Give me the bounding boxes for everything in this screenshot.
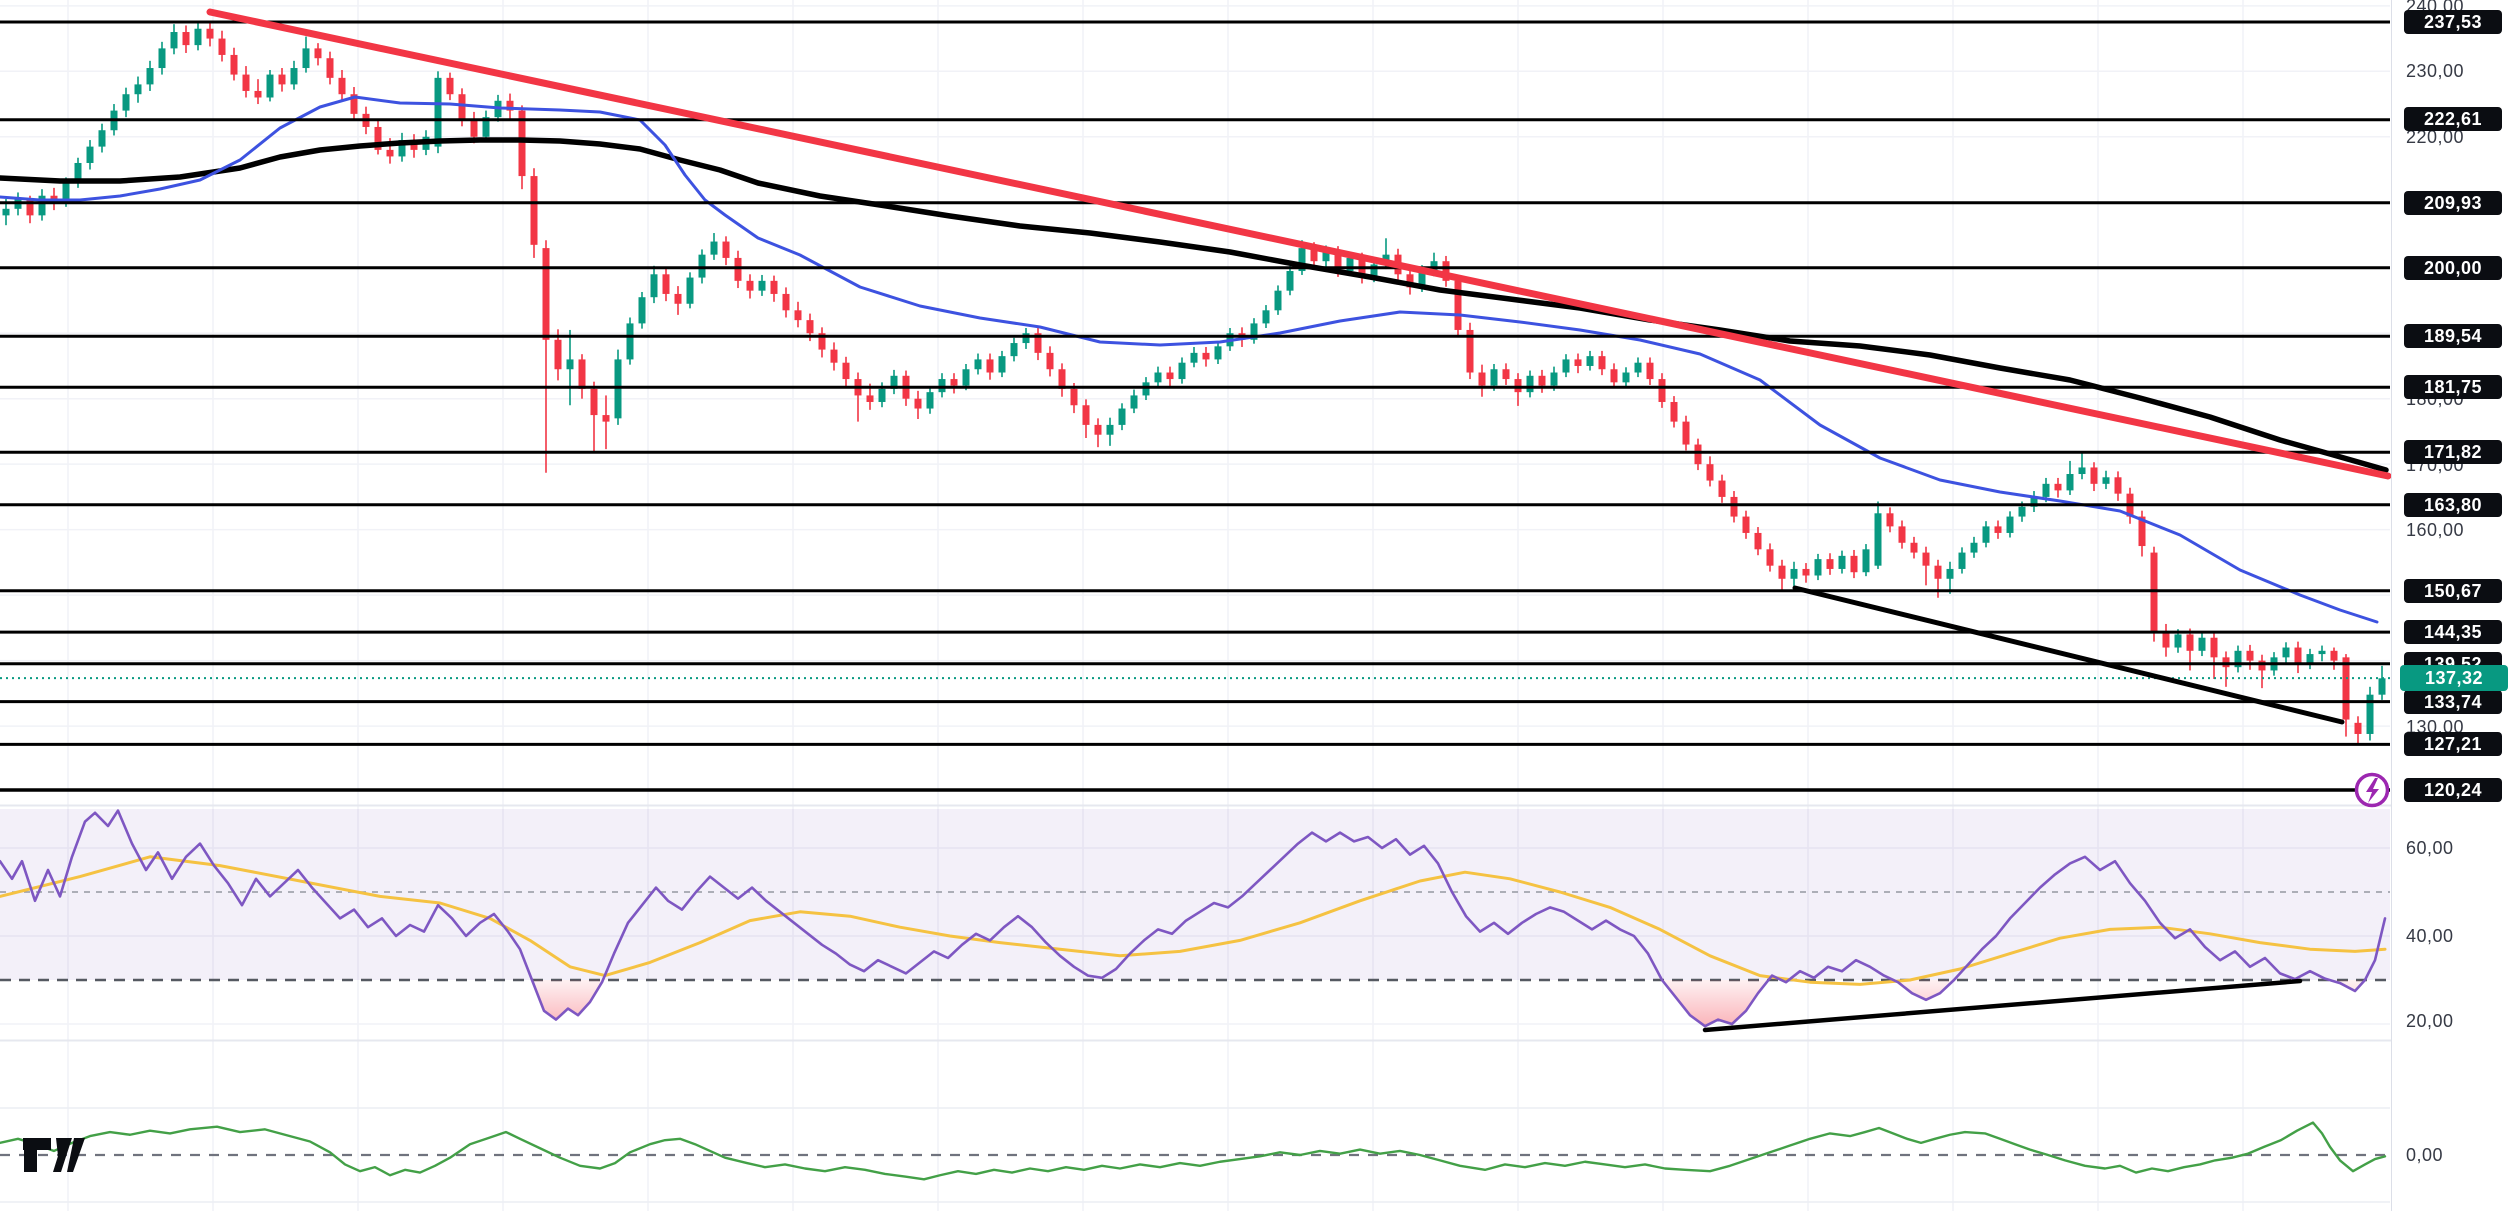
axis-tick-label: 0,00 — [2406, 1145, 2444, 1165]
axis-price-badge: 200,00 — [2404, 256, 2502, 280]
tradingview-logo[interactable] — [23, 1138, 85, 1172]
axis-price-badge: 137,32 — [2400, 665, 2508, 691]
ma-200-black — [0, 137, 2389, 473]
axis-tick-label: 220,00 — [2406, 127, 2465, 147]
lightning-alert-icon[interactable] — [2354, 772, 2390, 808]
rsi-oversold-fill — [1893, 980, 1954, 1000]
moving-averages — [0, 95, 2389, 624]
axis-tick-label: 40,00 — [2406, 926, 2454, 946]
axis-price-badge: 150,67 — [2404, 579, 2502, 603]
axis-tick-label: 60,00 — [2406, 838, 2454, 858]
axis-price-badge: 209,93 — [2404, 191, 2502, 215]
axis-price-badge: 120,24 — [2404, 778, 2502, 802]
rsi-rising-trendline — [1702, 978, 2303, 1033]
axis-price-badge: 127,21 — [2404, 732, 2502, 756]
axis-price-badge: 181,75 — [2404, 375, 2502, 399]
axis-tick-label: 230,00 — [2406, 61, 2465, 81]
axis-tick-label: 160,00 — [2406, 520, 2465, 540]
axis-price-badge: 171,82 — [2404, 440, 2502, 464]
axis-tick-label: 20,00 — [2406, 1011, 2454, 1031]
axis-price-badge: 222,61 — [2404, 107, 2502, 131]
axis-price-badge: 237,53 — [2404, 10, 2502, 34]
indicator-band-fills — [0, 809, 2390, 980]
descending-lows-trendline — [1792, 585, 2345, 725]
rsi-oversold-fill — [532, 980, 603, 1020]
trendlines — [206, 8, 2392, 725]
ma-50-blue — [0, 95, 2379, 624]
axis-price-badge: 163,80 — [2404, 493, 2502, 517]
descending-red-trendline — [206, 8, 2392, 480]
rsi-panel — [0, 809, 2390, 1033]
oscillator-green-line — [0, 1121, 2387, 1181]
axis-price-badge: 144,35 — [2404, 620, 2502, 644]
price-axis-rail[interactable]: 240,00 237,53 230,00 222,61 220,00 209,93 200,… — [2391, 0, 2520, 1211]
rsi-ma-yellow — [0, 855, 2387, 986]
gridlines — [0, 0, 2390, 1211]
pane-separators — [0, 804, 2520, 1042]
axis-price-badge: 189,54 — [2404, 324, 2502, 348]
candlestick-series — [2, 22, 2386, 744]
rsi-line-purple — [0, 809, 2387, 1028]
oscillator-panel — [0, 1121, 2390, 1181]
axis-price-badge: 133,74 — [2404, 690, 2502, 714]
horizontal-price-levels — [0, 20, 2390, 792]
